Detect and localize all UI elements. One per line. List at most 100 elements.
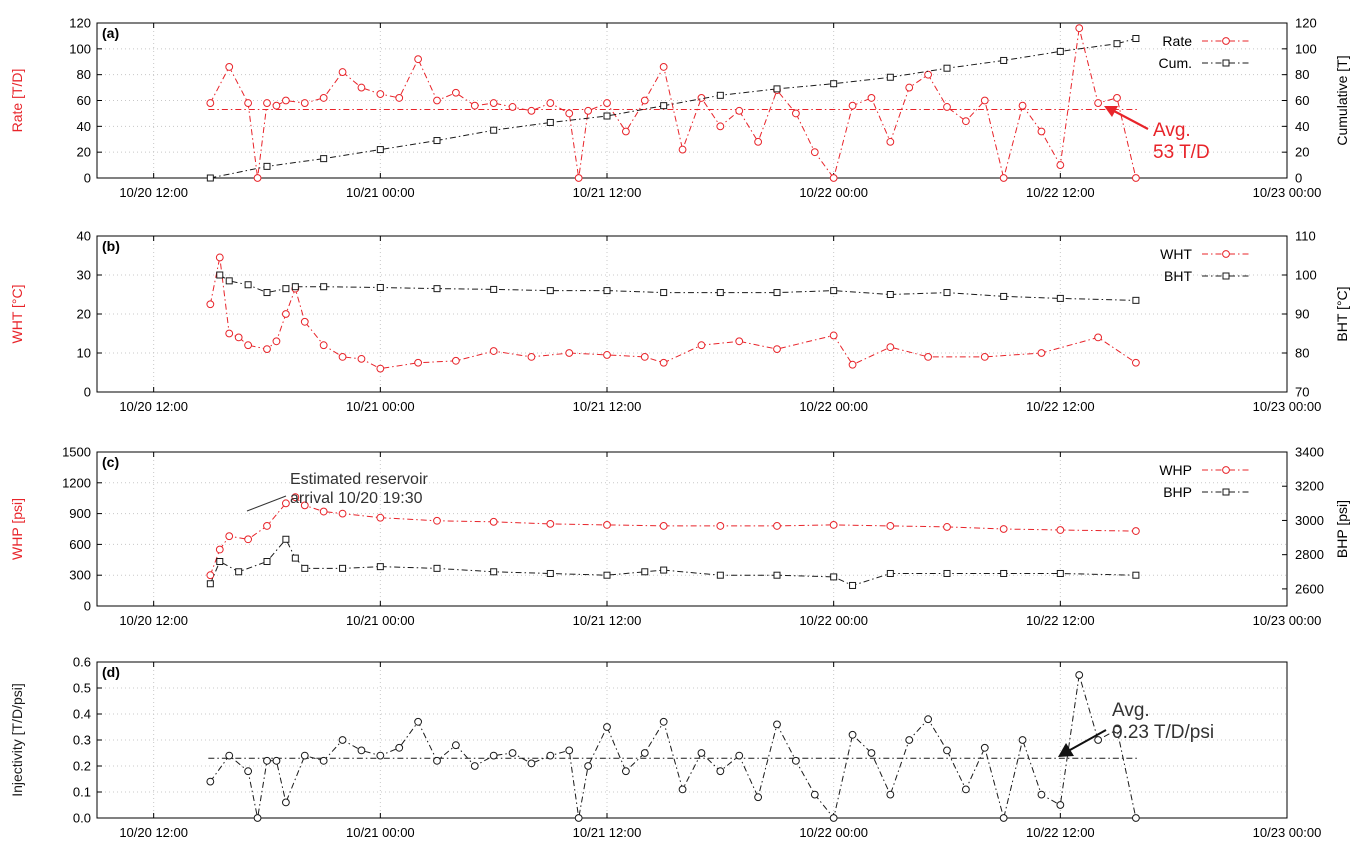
data-point — [980, 353, 989, 361]
legend-marker — [1222, 488, 1230, 496]
data-point — [414, 717, 423, 726]
data-point — [773, 345, 781, 354]
data-point — [490, 126, 498, 134]
data-point — [291, 283, 299, 291]
data-point — [253, 174, 262, 182]
data-point — [621, 767, 630, 776]
data-point — [943, 569, 951, 577]
data-point — [225, 277, 233, 285]
data-point — [660, 566, 668, 574]
data-point — [489, 517, 498, 526]
data-point — [1000, 56, 1008, 64]
y-tick-label: 600 — [69, 537, 91, 552]
y-tick-label: 40 — [77, 119, 91, 134]
data-point — [773, 289, 781, 297]
x-tick-label: 10/23 00:00 — [1253, 613, 1322, 628]
data-point — [1113, 725, 1121, 734]
data-point — [1131, 358, 1140, 367]
data-point — [603, 351, 611, 359]
data-point — [433, 285, 441, 293]
data-point — [924, 70, 933, 79]
data-point — [433, 564, 441, 572]
data-point — [886, 569, 894, 577]
data-point — [263, 345, 271, 354]
data-point — [206, 99, 215, 107]
data-point — [244, 767, 253, 776]
y2-tick-label: 80 — [1295, 346, 1309, 361]
data-point — [263, 756, 271, 765]
data-point — [206, 174, 214, 182]
data-point — [320, 155, 328, 163]
data-point — [886, 522, 895, 530]
data-point — [414, 358, 423, 367]
series-cum — [206, 35, 1140, 182]
data-point — [508, 103, 517, 111]
data-point — [215, 545, 224, 554]
data-point — [451, 356, 460, 365]
data-point — [678, 785, 687, 794]
data-point — [810, 790, 819, 799]
data-point — [640, 96, 649, 105]
data-point — [848, 730, 857, 739]
y2-tick-label: 100 — [1295, 41, 1317, 56]
data-point — [320, 283, 328, 291]
data-point — [433, 96, 441, 105]
data-point — [1056, 47, 1064, 55]
data-point — [1113, 40, 1121, 48]
data-point — [206, 777, 215, 786]
data-point — [1132, 296, 1140, 304]
data-point — [716, 571, 724, 579]
data-point — [357, 83, 366, 92]
x-tick-label: 10/21 12:00 — [573, 825, 642, 840]
panel-b: 10/20 12:00 10/21 00:00 10/21 12:00 10/22 0… — [9, 229, 1350, 415]
y-tick-label: 0.3 — [73, 733, 91, 748]
x-tick-label: 10/21 00:00 — [346, 185, 415, 200]
data-point — [943, 289, 951, 297]
legend-marker — [1222, 37, 1230, 45]
data-point — [1131, 527, 1140, 535]
data-point — [773, 720, 781, 729]
data-point — [886, 137, 895, 146]
y-tick-label: 60 — [77, 93, 91, 108]
x-tick-label: 10/22 12:00 — [1026, 613, 1095, 628]
legend-label: WHT — [1160, 246, 1192, 262]
data-point — [282, 285, 290, 293]
data-point — [943, 64, 951, 72]
y-tick-label: 0 — [84, 385, 91, 400]
y-tick-label: 40 — [77, 229, 91, 244]
plot-frame — [96, 451, 1288, 607]
avg-rate-annotation: 53 T/D — [1153, 142, 1210, 163]
data-point — [376, 90, 385, 98]
data-point — [546, 569, 554, 577]
y-tick-label: 10 — [77, 346, 91, 361]
data-point — [272, 101, 281, 110]
data-point — [659, 522, 668, 530]
data-point — [319, 341, 328, 350]
data-point — [1037, 790, 1046, 799]
data-point — [319, 94, 328, 102]
data-point — [272, 756, 281, 765]
x-tick-label: 10/23 00:00 — [1253, 825, 1322, 840]
data-point — [735, 106, 744, 115]
x-tick-label: 10/23 00:00 — [1253, 399, 1322, 414]
data-point — [253, 814, 262, 822]
avg-rate-arrowhead — [1104, 106, 1118, 117]
data-point — [603, 287, 611, 295]
data-point — [281, 310, 290, 318]
data-point — [905, 736, 914, 744]
y-tick-label: 900 — [69, 506, 91, 521]
data-point — [291, 554, 299, 562]
data-point — [603, 112, 611, 120]
data-point — [943, 746, 951, 755]
data-point — [640, 749, 649, 757]
data-point — [225, 329, 234, 338]
y-tick-label: 0.4 — [73, 707, 91, 722]
data-point — [1132, 35, 1140, 42]
x-tick-label: 10/20 12:00 — [119, 825, 188, 840]
data-point — [300, 99, 309, 107]
data-point — [470, 101, 479, 110]
y-tick-label: 0.6 — [73, 655, 91, 670]
data-point — [300, 317, 309, 326]
y2-tick-label: 80 — [1295, 67, 1309, 82]
y-tick-label: 120 — [69, 16, 91, 31]
